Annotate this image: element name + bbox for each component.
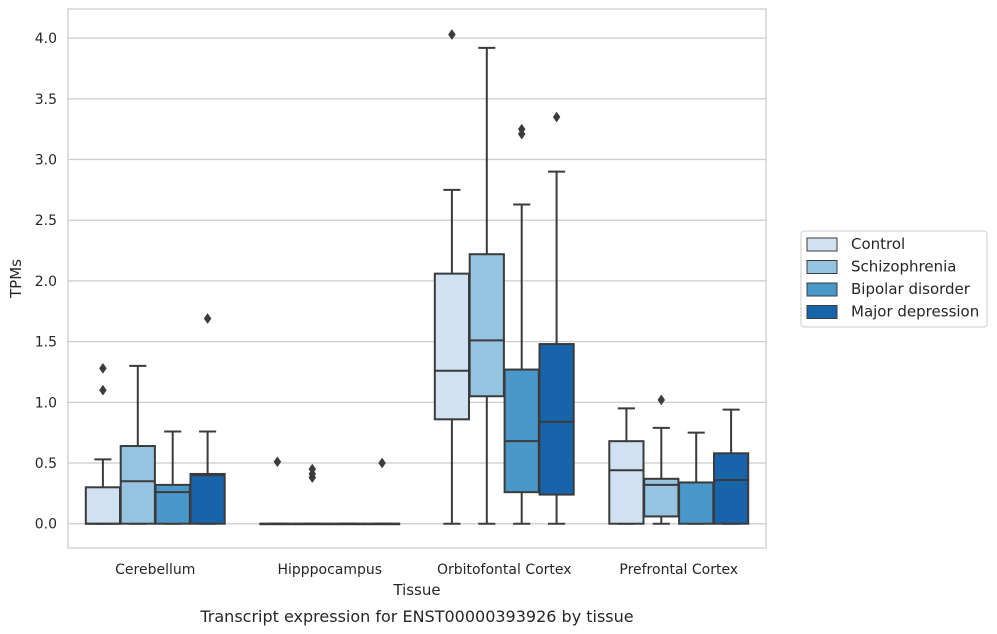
plot-area-frame (67, 8, 767, 549)
outlier-point (378, 457, 386, 469)
box-group (538, 111, 575, 525)
box-iqr (712, 452, 750, 525)
outlier-point (552, 111, 561, 123)
x-tick-label: Cerebellum (115, 562, 195, 578)
outlier-point (308, 463, 317, 475)
x-tick-label: Hipppocampus (277, 562, 382, 578)
y-tick-label: 4.0 (35, 31, 57, 47)
box-group (259, 456, 296, 526)
box-group (363, 457, 401, 526)
box-group (329, 522, 366, 526)
box-group (468, 46, 505, 525)
x-axis-title: Tissue (392, 581, 440, 599)
legend-frame (800, 230, 988, 328)
boxes (84, 29, 750, 526)
box-group (608, 407, 645, 525)
box-group (84, 362, 122, 525)
y-tick-label: 1.5 (35, 335, 57, 351)
outlier-point (99, 362, 107, 374)
box-iqr (433, 272, 471, 421)
outlier-point (657, 394, 666, 406)
box-iqr (468, 253, 505, 398)
y-tick-label: 2.5 (35, 213, 57, 229)
legend-swatch (806, 305, 838, 319)
box-iqr (678, 481, 715, 525)
box-group (643, 394, 680, 525)
legend-swatch (806, 282, 838, 297)
outlier-point (448, 29, 456, 40)
outlier-point (99, 384, 107, 396)
box-iqr (84, 486, 122, 525)
box-group (678, 431, 715, 525)
grid-lines (68, 37, 766, 525)
box-group (503, 123, 540, 525)
legend-label: Bipolar disorder (851, 280, 971, 298)
y-tick-label: 0.0 (35, 517, 57, 533)
y-tick-labels: 0.0 0.5 1.0 1.5 2.0 2.5 3.0 3.5 4.0 (35, 31, 57, 533)
legend: Control Schizophrenia Bipolar disorder Majo… (800, 230, 988, 328)
box-group (154, 430, 191, 525)
box-iqr (538, 343, 575, 496)
legend-label: Control (851, 235, 905, 253)
outlier-point (273, 456, 282, 468)
box-group (433, 29, 471, 525)
box-iqr (119, 445, 156, 525)
legend-label: Schizophrenia (851, 258, 956, 276)
box-iqr (189, 472, 226, 525)
box-group (119, 364, 156, 525)
y-tick-label: 1.0 (35, 395, 57, 411)
box-group (712, 408, 750, 525)
box-group (189, 313, 226, 525)
x-tick-labels: Cerebellum Hipppocampus Orbitofontal Corte… (115, 562, 738, 578)
y-axis-title: TPMs (7, 259, 25, 299)
box-iqr (154, 483, 191, 525)
legend-swatch (806, 237, 838, 252)
outlier-point (517, 123, 526, 135)
y-tick-label: 2.0 (35, 274, 57, 290)
x-tick-label: Orbitofontal Cortex (437, 562, 572, 578)
y-tick-label: 0.5 (35, 456, 57, 472)
legend-swatch (806, 260, 838, 274)
box-iqr (608, 440, 645, 525)
chart-caption: Transcript expression for ENST0000039392… (199, 607, 633, 626)
x-tick-label: Prefrontal Cortex (619, 562, 738, 578)
box-group (294, 463, 331, 526)
y-tick-label: 3.5 (35, 92, 57, 108)
box-iqr (503, 368, 540, 494)
y-tick-label: 3.0 (35, 153, 57, 169)
legend-label: Major depression (851, 303, 979, 321)
outlier-point (203, 313, 212, 324)
